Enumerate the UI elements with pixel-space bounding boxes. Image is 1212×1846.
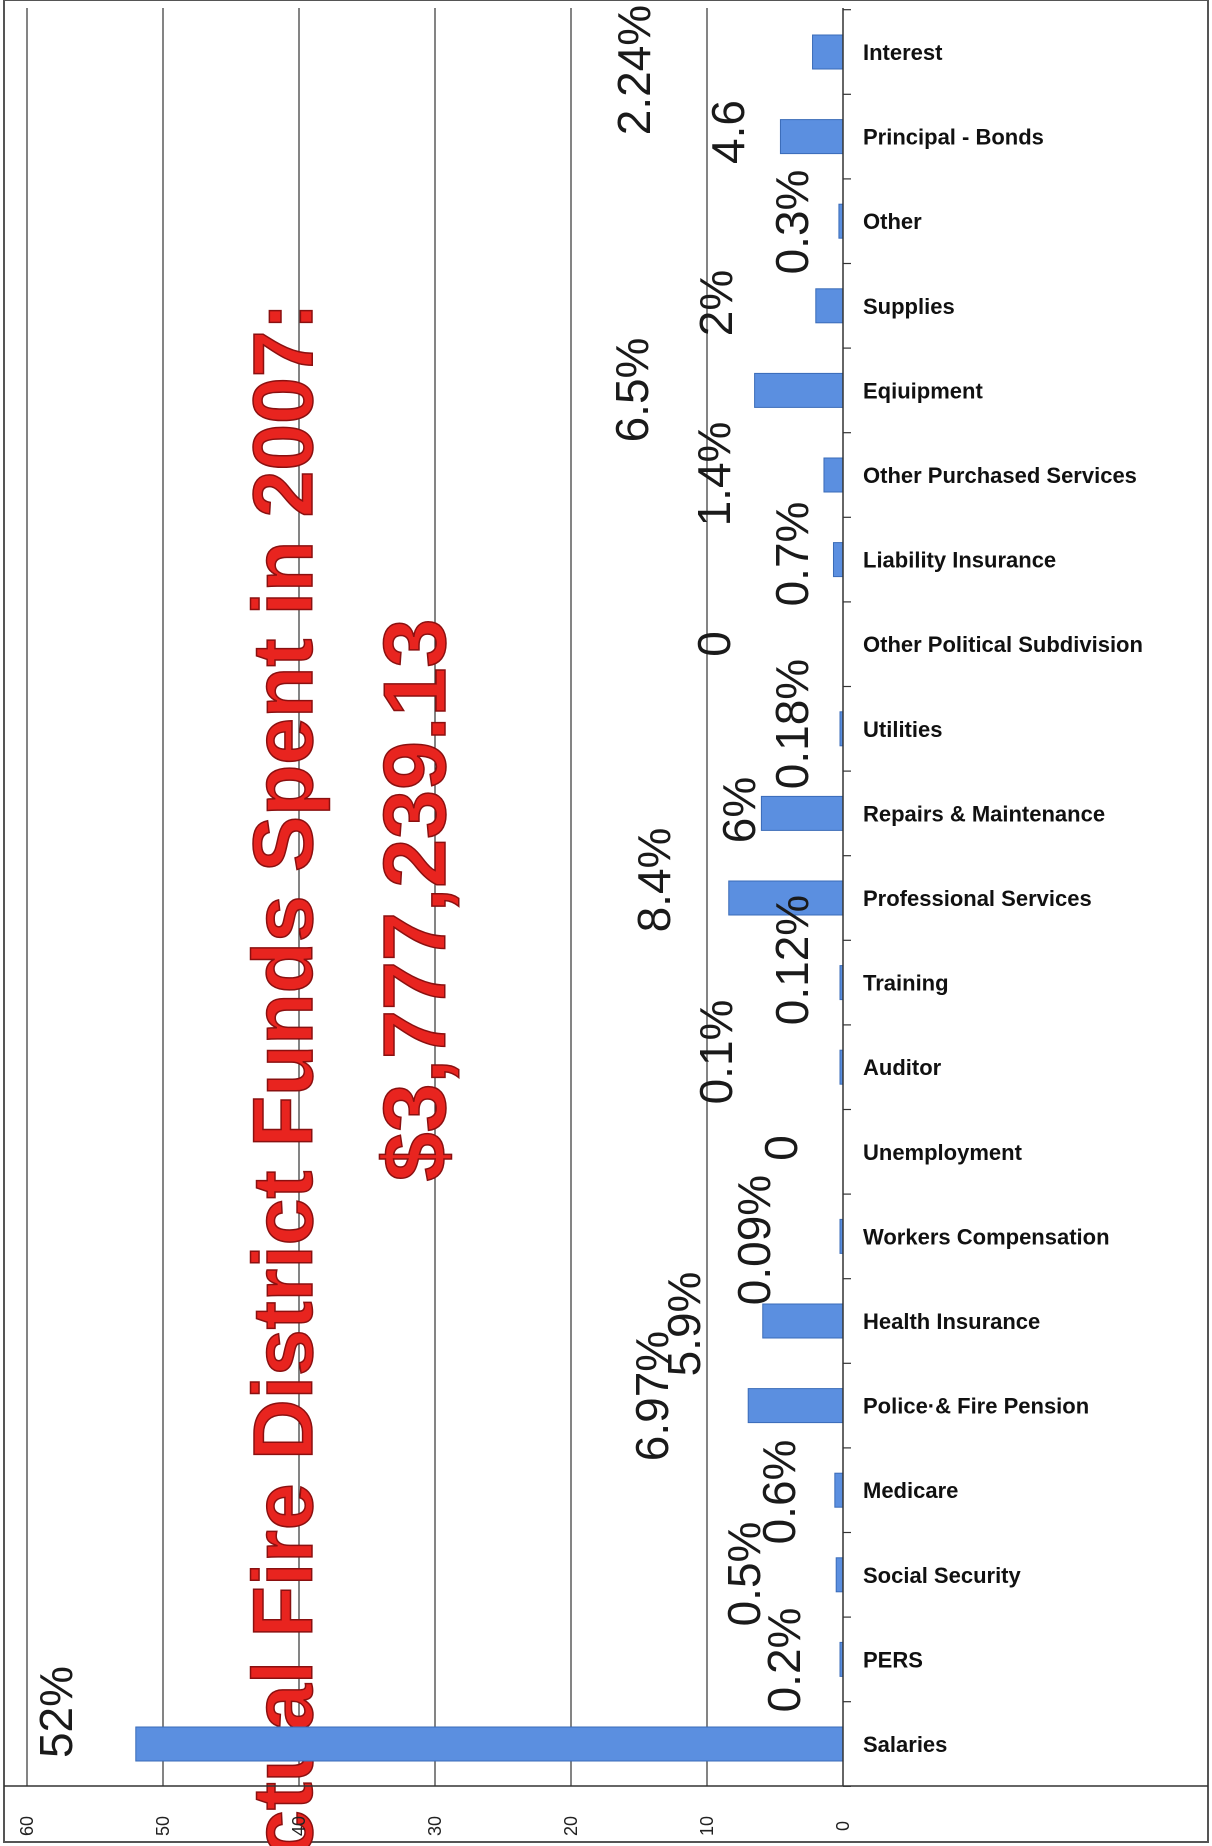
category-label: Unemployment xyxy=(863,1140,1023,1165)
data-labels: 2.24% 4.60.3% 2% 6.5% 1.4% 0.7% 0 0.18%6% 8.4% 0.… xyxy=(30,5,818,1758)
bar xyxy=(762,1303,844,1339)
data-label: 8.4% xyxy=(628,828,680,933)
chart-subtitle: $3,777,239.13 xyxy=(365,619,464,1182)
data-label: 0.7% xyxy=(766,502,818,607)
bar xyxy=(834,1472,844,1508)
data-label: 0.3% xyxy=(766,170,818,275)
value-axis: 0 10 20 30 40 50 60 xyxy=(4,8,1208,1836)
bars xyxy=(135,34,844,1762)
tick-label: 60 xyxy=(17,1816,37,1836)
bar xyxy=(832,542,844,578)
data-label: 2.24% xyxy=(608,5,660,135)
chart-frame xyxy=(3,0,1209,1843)
data-label: 0.09% xyxy=(728,1175,780,1305)
tick-label: 30 xyxy=(425,1816,445,1836)
data-label: 0.12% xyxy=(766,895,818,1025)
bar xyxy=(779,119,844,155)
data-label: 6.5% xyxy=(606,338,658,443)
data-label: 2% xyxy=(690,270,742,336)
gridlines xyxy=(26,8,708,1786)
category-label: Principal - Bonds xyxy=(863,125,1044,150)
category-label: Liability Insurance xyxy=(863,548,1056,573)
bar xyxy=(747,1388,844,1424)
category-label: Other Purchased Services xyxy=(863,463,1137,488)
bar xyxy=(135,1726,844,1762)
category-label: Other xyxy=(863,209,922,234)
data-label: 0 xyxy=(755,1135,807,1161)
data-label: 4.6 xyxy=(702,100,754,164)
data-label: 0.6% xyxy=(753,1440,805,1545)
data-label: 0.18% xyxy=(766,659,818,789)
category-labels: Interest Principal - Bonds Other Supplies Eq… xyxy=(863,40,1143,1757)
category-label: Medicare xyxy=(863,1478,958,1503)
bar xyxy=(812,34,844,70)
category-label: Supplies xyxy=(863,294,955,319)
category-label: Professional Services xyxy=(863,886,1092,911)
tick-label: 50 xyxy=(153,1816,173,1836)
tick-label: 40 xyxy=(289,1816,309,1836)
category-label: Salaries xyxy=(863,1732,947,1757)
data-label: 0.5% xyxy=(718,1522,770,1627)
category-label: Eqiuipment xyxy=(863,378,983,403)
data-label: 1.4% xyxy=(688,422,740,527)
bar xyxy=(760,795,844,831)
data-label: 6% xyxy=(713,777,765,843)
category-label: Workers Compensation xyxy=(863,1224,1110,1249)
category-label: Training xyxy=(863,971,949,996)
category-label: Police·& Fire Pension xyxy=(863,1394,1089,1419)
tick-label: 10 xyxy=(697,1816,717,1836)
data-label: 5.9% xyxy=(658,1272,710,1377)
tick-label: 20 xyxy=(561,1816,581,1836)
data-label: 6.97% xyxy=(626,1331,678,1461)
data-label: 0.2% xyxy=(758,1608,810,1713)
tick-label: 0 xyxy=(833,1821,853,1831)
category-label: Repairs & Maintenance xyxy=(863,801,1105,826)
category-label: PERS xyxy=(863,1647,923,1672)
bar xyxy=(815,288,844,324)
bar xyxy=(728,880,844,916)
category-label: Social Security xyxy=(863,1563,1022,1588)
category-label: Utilities xyxy=(863,717,942,742)
category-label: Interest xyxy=(863,40,943,65)
category-label: Other Political Subdivision xyxy=(863,632,1143,657)
data-label: 0 xyxy=(688,631,740,657)
chart-title-group: Actual Fire District Funds Spent in 2007… xyxy=(235,302,465,1846)
category-label: Auditor xyxy=(863,1055,942,1080)
bar xyxy=(754,372,844,408)
bar xyxy=(835,1557,844,1593)
category-label: Health Insurance xyxy=(863,1309,1040,1334)
data-label: 52% xyxy=(30,1666,82,1758)
data-label: 0.1% xyxy=(690,1000,742,1105)
chart-title: Actual Fire District Funds Spent in 2007… xyxy=(236,303,330,1846)
bar xyxy=(823,457,844,493)
